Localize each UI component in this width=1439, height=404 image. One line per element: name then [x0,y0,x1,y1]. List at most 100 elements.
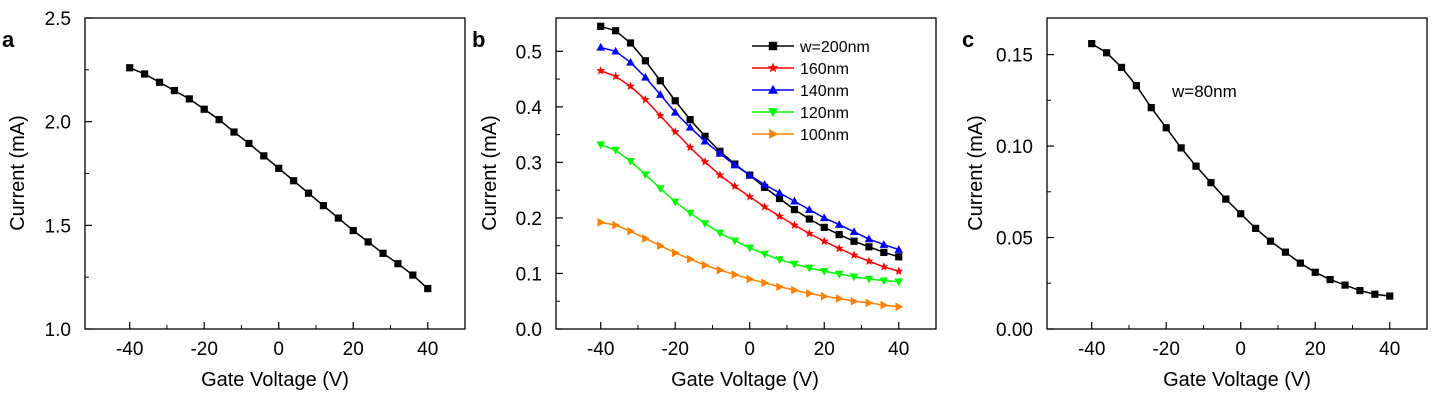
data-point-w-200nm [805,215,813,223]
data-point-100nm [880,300,889,310]
panel-c: c Gate Voltage (V) Current (mA) w=80nm -… [962,17,1428,391]
y-tick-label: 2.5 [45,9,71,30]
data-point-w-200nm [626,39,635,47]
y-tick-label: 0.15 [996,46,1033,67]
series-group [1088,40,1394,300]
data-point-100nm [597,218,606,227]
data-point-data [275,164,283,172]
legend-marker [767,62,779,73]
data-point-100nm [657,241,665,251]
data-point-100nm [642,234,650,243]
axis-ticks: -40 -20 0 20 40 0.0 0.1 0.2 0.3 0.4 0.5 [516,42,910,360]
data-point-100nm [716,265,725,275]
data-point-120nm [879,277,889,286]
x-tick-label: 40 [1379,339,1400,360]
x-axis-label: Gate Voltage (V) [1163,369,1311,391]
data-point-140nm [864,234,874,243]
data-point-120nm [670,198,680,207]
data-point-w-200nm [790,205,799,214]
data-point-w-80nm [1132,82,1141,90]
data-point-120nm [805,264,814,273]
legend-marker [769,128,779,140]
data-point-120nm [775,256,784,265]
data-point-100nm [671,248,680,258]
data-point-120nm [834,270,844,279]
data-point-data [394,260,402,268]
data-point-data [141,70,149,78]
data-point-w-80nm [1222,195,1230,203]
x-axis-label: Gate Voltage (V) [201,369,349,391]
data-point-data [364,238,372,246]
data-point-data [319,202,328,210]
data-point-140nm [730,160,740,169]
data-point-100nm [627,226,636,236]
data-point-data [349,226,357,235]
data-point-140nm [715,149,725,157]
panel-letter-b: b [472,27,485,52]
y-tick-label: 0.4 [516,98,543,119]
data-point-data [290,177,298,185]
data-point-data [304,189,313,197]
data-point-w-200nm [865,243,873,251]
y-tick-label: 2.0 [45,113,71,134]
x-tick-label: 40 [888,339,909,360]
x-tick-label: -20 [190,339,217,360]
data-point-140nm [670,107,680,116]
y-tick-label: 1.5 [45,216,71,237]
data-point-120nm [626,158,635,166]
data-point-100nm [701,260,710,270]
data-point-120nm [790,260,799,269]
data-point-120nm [655,185,665,193]
data-point-120nm [611,146,620,155]
legend-label: 100nm [800,127,849,144]
data-point-160nm [894,266,904,276]
x-tick-label: -40 [1078,339,1105,360]
y-tick-label: 0.2 [516,209,542,230]
series-line-w-80nm [1091,42,1390,297]
data-point-120nm [641,171,650,180]
data-point-data [379,249,387,257]
y-axis-label: Current (mA) [479,115,501,231]
data-point-w-80nm [1311,268,1319,276]
y-tick-label: 0.00 [996,320,1033,341]
data-point-w-200nm [835,230,843,239]
series-group [126,64,432,293]
data-point-140nm [879,240,889,248]
panel-a: a Gate Voltage (V) Current (mA) -40 -20 0 2… [2,9,466,391]
data-point-100nm [612,220,621,230]
data-point-100nm [835,294,844,303]
data-point-120nm [864,275,874,284]
data-point-data [170,86,179,95]
x-tick-label: 40 [417,339,438,360]
data-point-w-200nm [701,132,709,140]
data-point-w-200nm [597,22,605,30]
data-point-140nm [819,213,829,222]
data-point-160nm [819,236,829,246]
data-point-140nm [596,42,606,51]
data-point-160nm [879,262,889,271]
series-line-120nm [600,143,899,283]
data-point-120nm [685,209,695,218]
axis-ticks: -40 -20 0 20 40 1.0 1.5 2.0 2.5 [45,9,439,360]
data-point-w-200nm [775,194,784,203]
data-point-w-200nm [820,223,828,231]
plot-frame [555,17,937,330]
data-point-data [185,95,193,103]
x-tick-label: -40 [587,339,614,360]
data-point-160nm [804,228,814,238]
x-axis-label: Gate Voltage (V) [671,369,819,391]
data-point-140nm [700,136,710,145]
panel-b: b Gate Voltage (V) Current (mA) -40 -20 0 2… [472,17,937,391]
data-point-140nm [626,57,635,66]
y-tick-label: 0.0 [516,320,542,341]
data-point-w-80nm [1207,179,1215,187]
legend: w=200nm 160nm 140nm 120nm 100nm [752,39,870,144]
x-tick-label: 20 [1305,339,1326,360]
x-tick-label: -20 [1152,339,1179,360]
data-point-140nm [790,196,799,205]
data-point-w-80nm [1147,104,1155,112]
y-tick-label: 0.3 [516,153,542,174]
data-point-160nm [775,211,784,221]
data-point-w-200nm [671,97,679,105]
